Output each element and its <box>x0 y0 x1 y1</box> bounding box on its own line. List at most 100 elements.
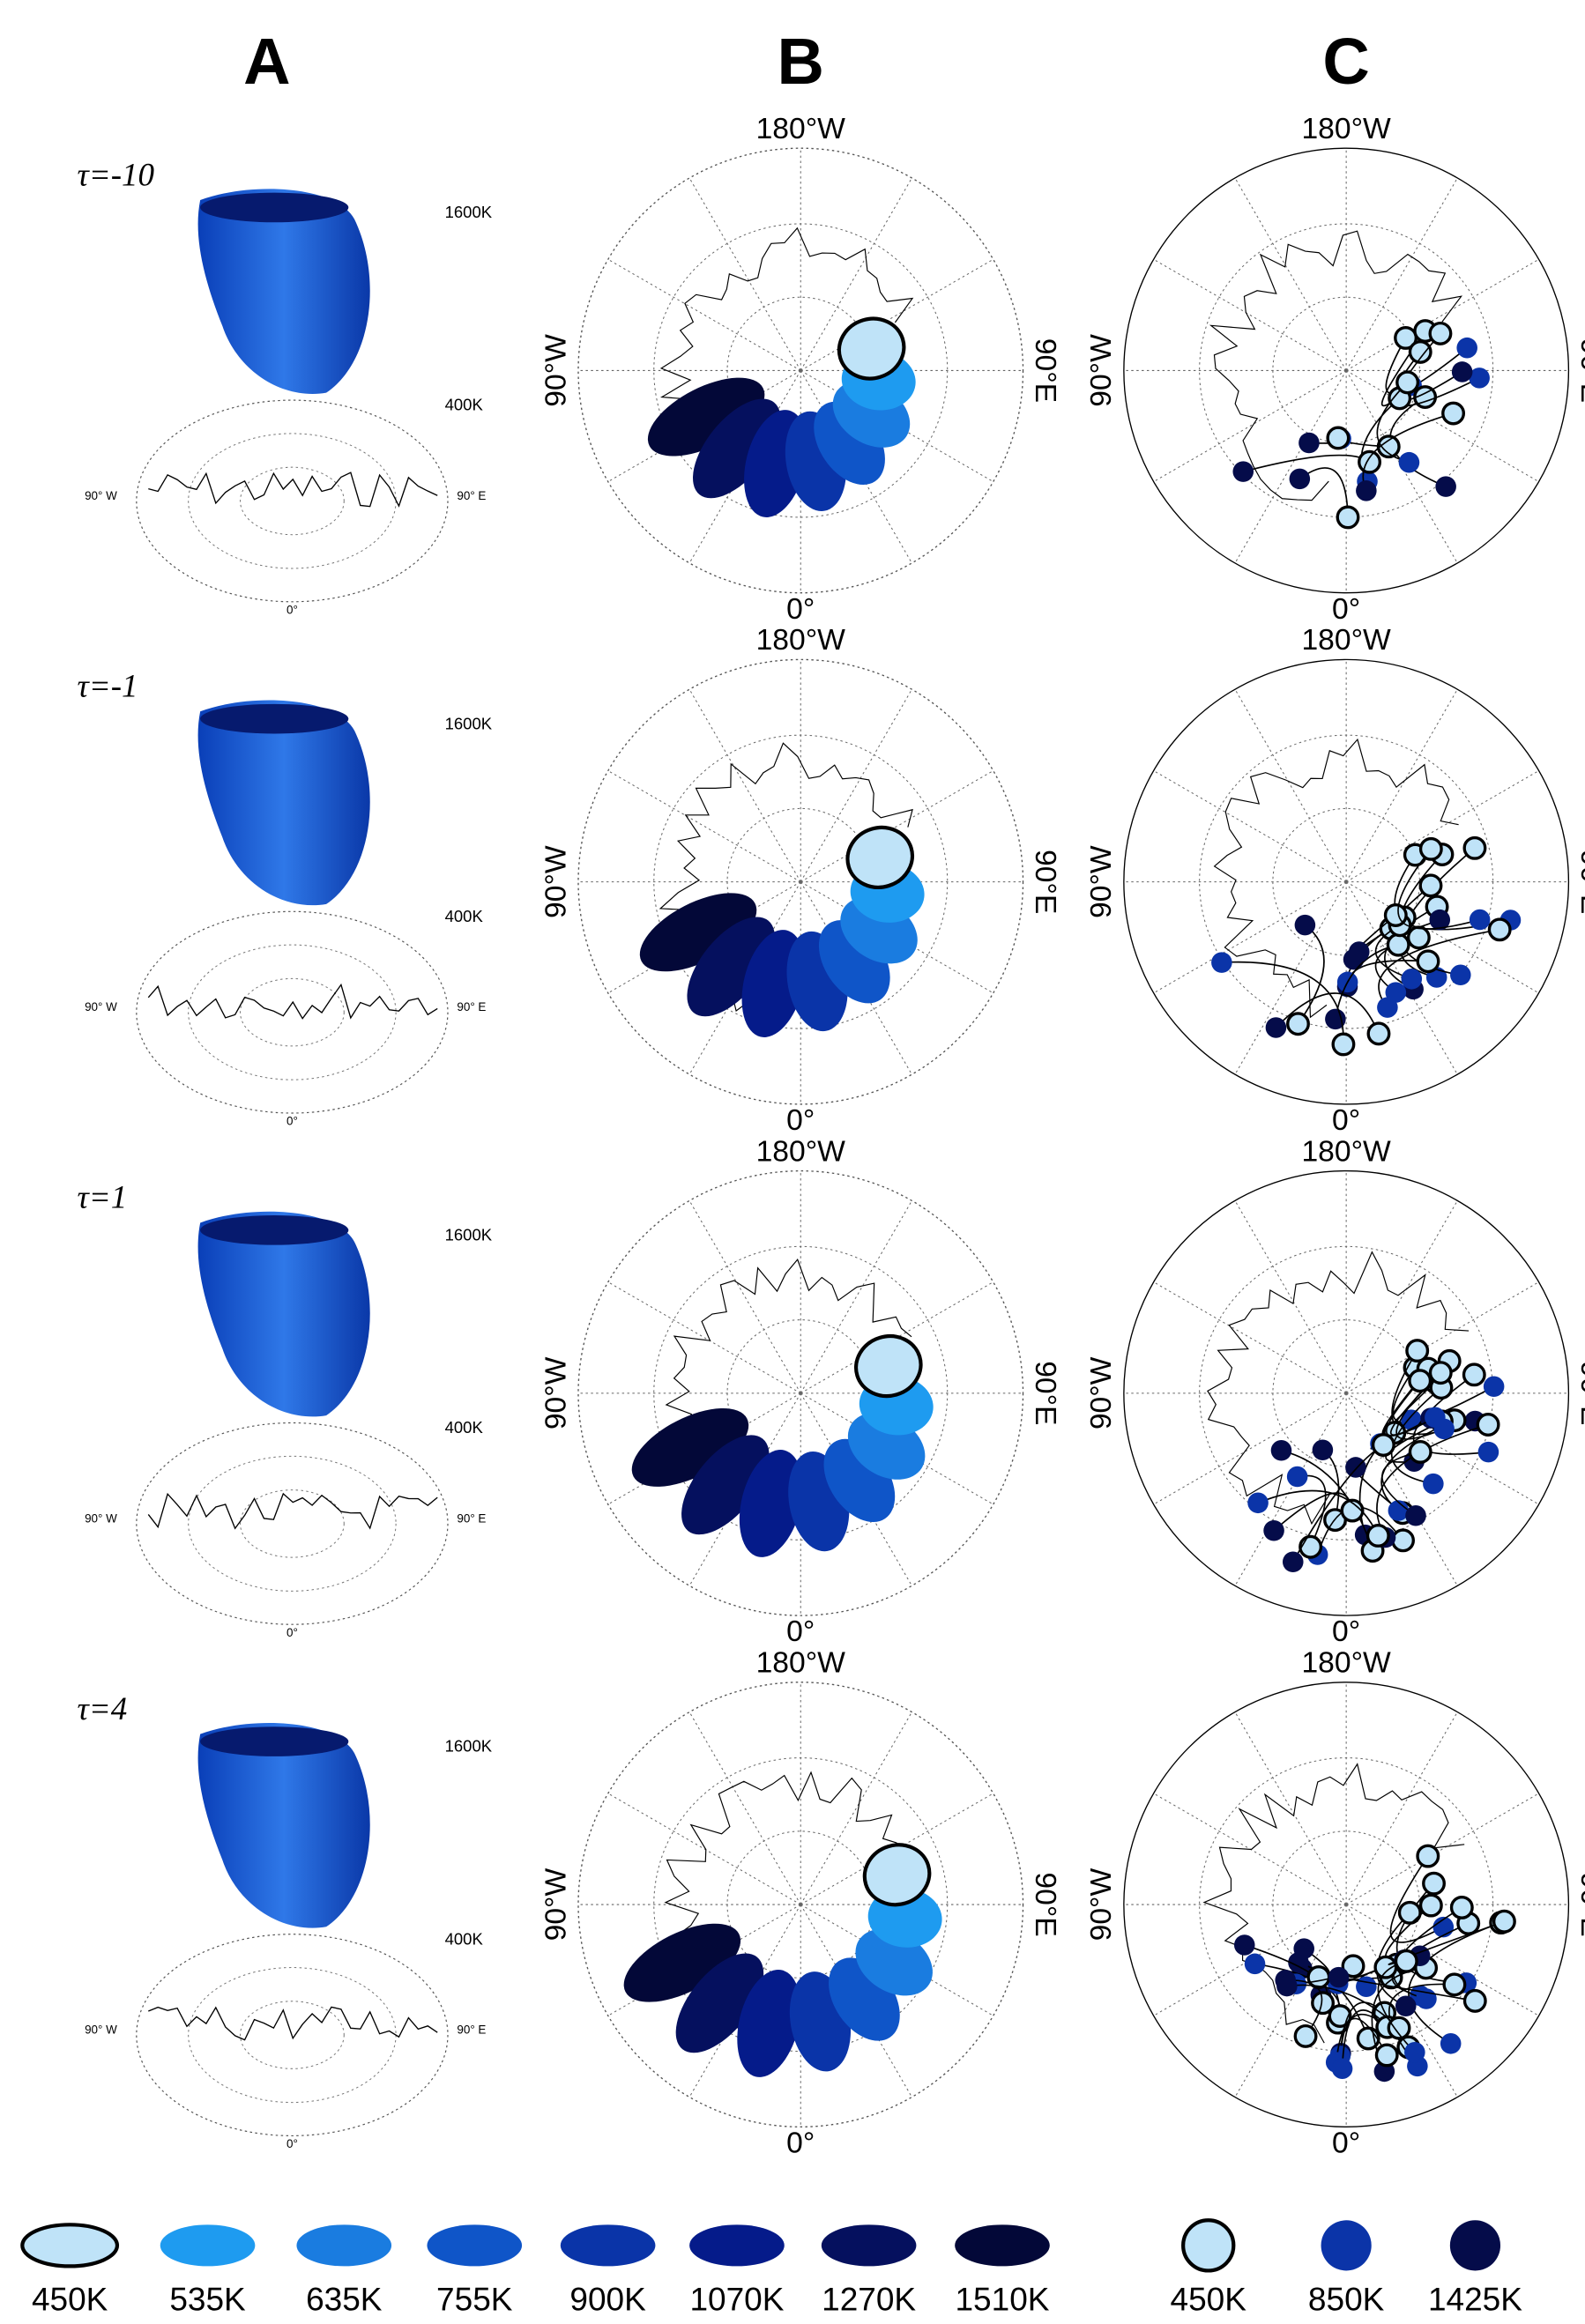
vortex-top <box>200 193 348 223</box>
trajectory-point <box>1421 839 1442 860</box>
trajectory-point <box>1418 951 1439 972</box>
trajectory-point <box>1345 1457 1366 1478</box>
trajectory-point <box>1295 2026 1316 2047</box>
trajectory-point <box>1313 1439 1334 1460</box>
trajectory-point <box>1234 1934 1255 1956</box>
meridian <box>1154 771 1346 882</box>
legend-swatch <box>822 2224 917 2266</box>
meridian <box>608 771 800 882</box>
coastline <box>148 472 437 507</box>
meridian <box>1154 259 1346 370</box>
lon-south: 0° <box>286 603 298 616</box>
trajectory-point <box>1349 941 1370 962</box>
map-label-west: 90°W <box>1085 334 1118 407</box>
trajectory-point <box>1359 451 1380 472</box>
legend-label: 1425K <box>1428 2282 1522 2318</box>
map-label-east: 90°E <box>1029 1361 1061 1425</box>
level-bottom: 400K <box>445 1418 484 1437</box>
trajectory-point <box>1405 1505 1426 1526</box>
level-top: 1600K <box>445 714 493 732</box>
trajectory-point <box>1276 1976 1298 1997</box>
trajectory-point <box>1443 403 1464 424</box>
legend-label: 635K <box>306 2282 383 2318</box>
trajectory-point <box>1386 982 1407 1003</box>
latitude-ellipse <box>241 467 345 535</box>
trajectory-point <box>1402 969 1423 990</box>
trajectory-point <box>1424 1873 1445 1894</box>
trajectory-point <box>1356 1976 1377 1997</box>
trajectory-point <box>1464 838 1485 859</box>
map-label-north: 180°W <box>1301 1647 1391 1680</box>
figure: ABCτ=-101600K400K90° W90° E0°180°W0°90°W… <box>0 0 1585 2324</box>
trajectory-point <box>1400 1903 1421 1924</box>
trajectory-point <box>1477 1414 1499 1436</box>
map-label-south: 0° <box>786 2127 815 2159</box>
meridian <box>689 689 800 881</box>
lon-east: 90° E <box>457 2023 486 2037</box>
trajectory-point <box>1393 1530 1414 1551</box>
lon-west: 90° W <box>85 1000 117 1014</box>
trajectory-point <box>1376 2045 1397 2066</box>
trajectory-point <box>1337 507 1358 528</box>
trajectory-point <box>1356 480 1377 501</box>
map-label-west: 90°W <box>539 1356 572 1429</box>
trajectory-point <box>1328 1967 1350 1988</box>
trajectory-point <box>1435 476 1456 497</box>
vortex-top <box>200 1215 348 1245</box>
trajectory-point <box>1430 323 1451 345</box>
map-label-west: 90°W <box>1085 1356 1118 1429</box>
meridian <box>1235 882 1346 1074</box>
trajectory-point <box>1368 1023 1389 1044</box>
map-label-north: 180°W <box>756 1647 846 1680</box>
legend-label: 1510K <box>955 2282 1049 2318</box>
trajectory-point <box>1418 1845 1439 1867</box>
lon-east: 90° E <box>457 489 486 502</box>
coastline <box>148 2007 437 2039</box>
legend-swatch <box>296 2224 391 2266</box>
legend-label: 450K <box>32 2282 108 2318</box>
trajectory-point <box>1470 910 1491 931</box>
map-label-north: 180°W <box>1301 624 1391 657</box>
trajectory-point <box>1211 952 1232 973</box>
legend-swatch <box>1450 2220 1500 2270</box>
level-top: 1600K <box>445 1737 493 1756</box>
level-bottom: 400K <box>445 1929 484 1948</box>
trajectory-point <box>1328 427 1349 449</box>
trajectory-point <box>1290 469 1311 490</box>
map-label-south: 0° <box>786 1615 815 1648</box>
projected-map <box>137 1422 448 1624</box>
trajectory-point <box>1430 1362 1451 1384</box>
meridian <box>608 1793 800 1904</box>
lon-west: 90° W <box>85 2023 117 2037</box>
trajectory-point <box>1404 2042 1425 2063</box>
map-label-east: 90°E <box>1574 338 1585 403</box>
tau-label: τ=4 <box>78 1691 128 1727</box>
legend-swatch <box>427 2224 522 2266</box>
legend-label: 900K <box>569 2282 646 2318</box>
meridian <box>1235 178 1346 370</box>
trajectory-point <box>1410 1442 1431 1463</box>
map-label-south: 0° <box>1332 1104 1360 1137</box>
trajectory-point <box>1456 338 1477 359</box>
trajectory-point <box>1420 875 1441 896</box>
meridian <box>1235 689 1346 881</box>
trajectory-point <box>1425 1407 1446 1428</box>
tau-label: τ=-10 <box>78 157 155 193</box>
trajectory-point <box>1465 1991 1486 2012</box>
trajectory <box>1243 456 1369 472</box>
meridian <box>689 178 800 370</box>
trajectory-point <box>1247 1493 1269 1514</box>
trajectory-point <box>1287 1466 1308 1488</box>
lon-east: 90° E <box>457 1511 486 1525</box>
trajectory-point <box>1421 1895 1442 1916</box>
legend-swatch <box>22 2224 117 2266</box>
trajectory-point <box>1295 915 1316 936</box>
page: ABCτ=-101600K400K90° W90° E0°180°W0°90°W… <box>0 0 1585 2324</box>
map-label-north: 180°W <box>756 1135 846 1168</box>
trajectory-point <box>1397 372 1418 393</box>
map-label-east: 90°E <box>1029 338 1061 403</box>
trajectory-point <box>1450 964 1471 985</box>
trajectory-point <box>1452 1897 1473 1919</box>
trajectory-point <box>1288 1014 1309 1035</box>
map-label-south: 0° <box>1332 2127 1360 2159</box>
